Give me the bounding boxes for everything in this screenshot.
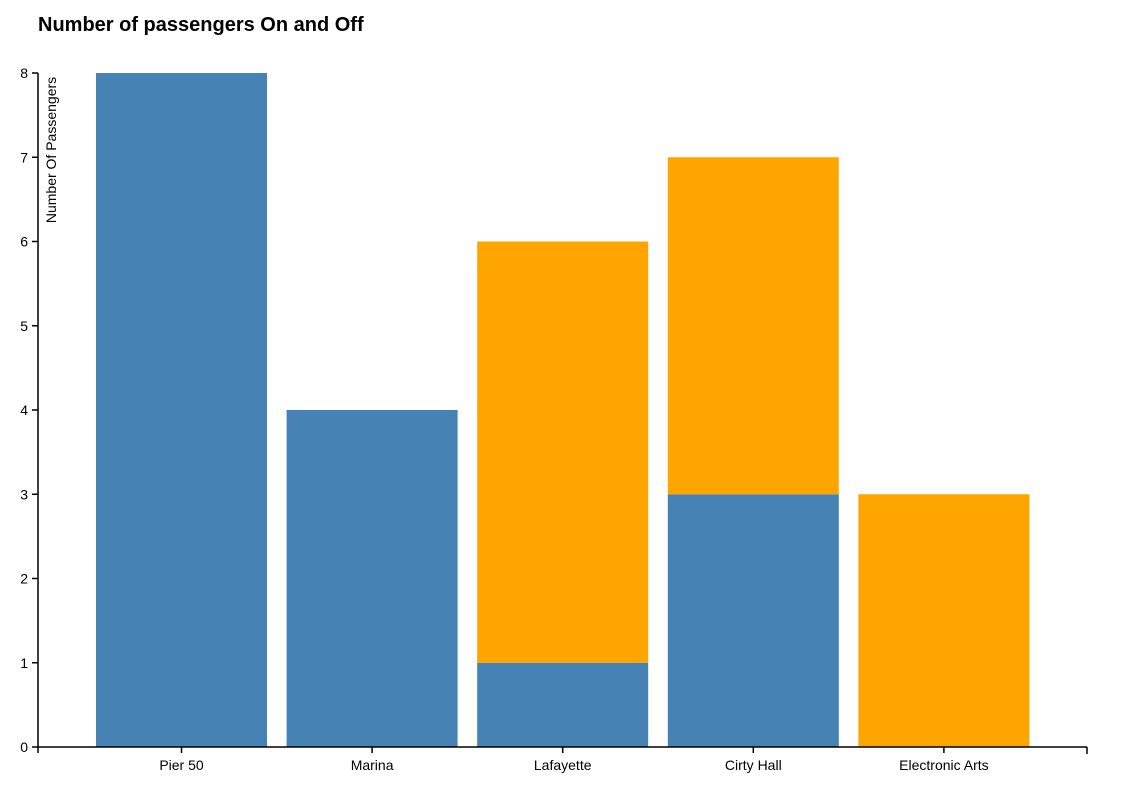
y-tick-label: 5 [20, 318, 28, 334]
y-axis: 0 1 2 3 4 5 6 7 8 [20, 65, 39, 755]
y-tick-label: 7 [20, 149, 28, 165]
chart-title: Number of passengers On and Off [38, 14, 364, 36]
y-tick-label: 1 [20, 655, 28, 671]
y-tick-label: 4 [20, 402, 28, 418]
x-tick-label: Lafayette [534, 757, 592, 773]
bar-cirty-hall-series-2 [667, 157, 839, 495]
bar-electronic-arts-series-2 [858, 494, 1030, 747]
x-tick-label: Marina [351, 757, 394, 773]
y-tick-label: 0 [20, 739, 28, 755]
bar-lafayette-series-2 [477, 241, 649, 663]
y-tick-label: 8 [20, 65, 28, 81]
y-tick-label: 6 [20, 234, 28, 250]
bars-group [96, 73, 1030, 747]
bar-marina-series-1 [286, 410, 458, 747]
x-axis: Pier 50 Marina Lafayette Cirty Hall Electron… [38, 746, 1088, 773]
x-tick-label: Pier 50 [159, 757, 204, 773]
y-tick-label: 3 [20, 486, 28, 502]
x-tick-label: Cirty Hall [725, 757, 782, 773]
y-axis-label: Number Of Passengers [43, 77, 59, 223]
x-tick-label: Electronic Arts [899, 757, 988, 773]
y-tick-label: 2 [20, 571, 28, 587]
bar-cirty-hall-series-1 [667, 494, 839, 747]
bar-lafayette-series-1 [477, 662, 649, 747]
bar-pier-50-series-1 [96, 73, 267, 747]
